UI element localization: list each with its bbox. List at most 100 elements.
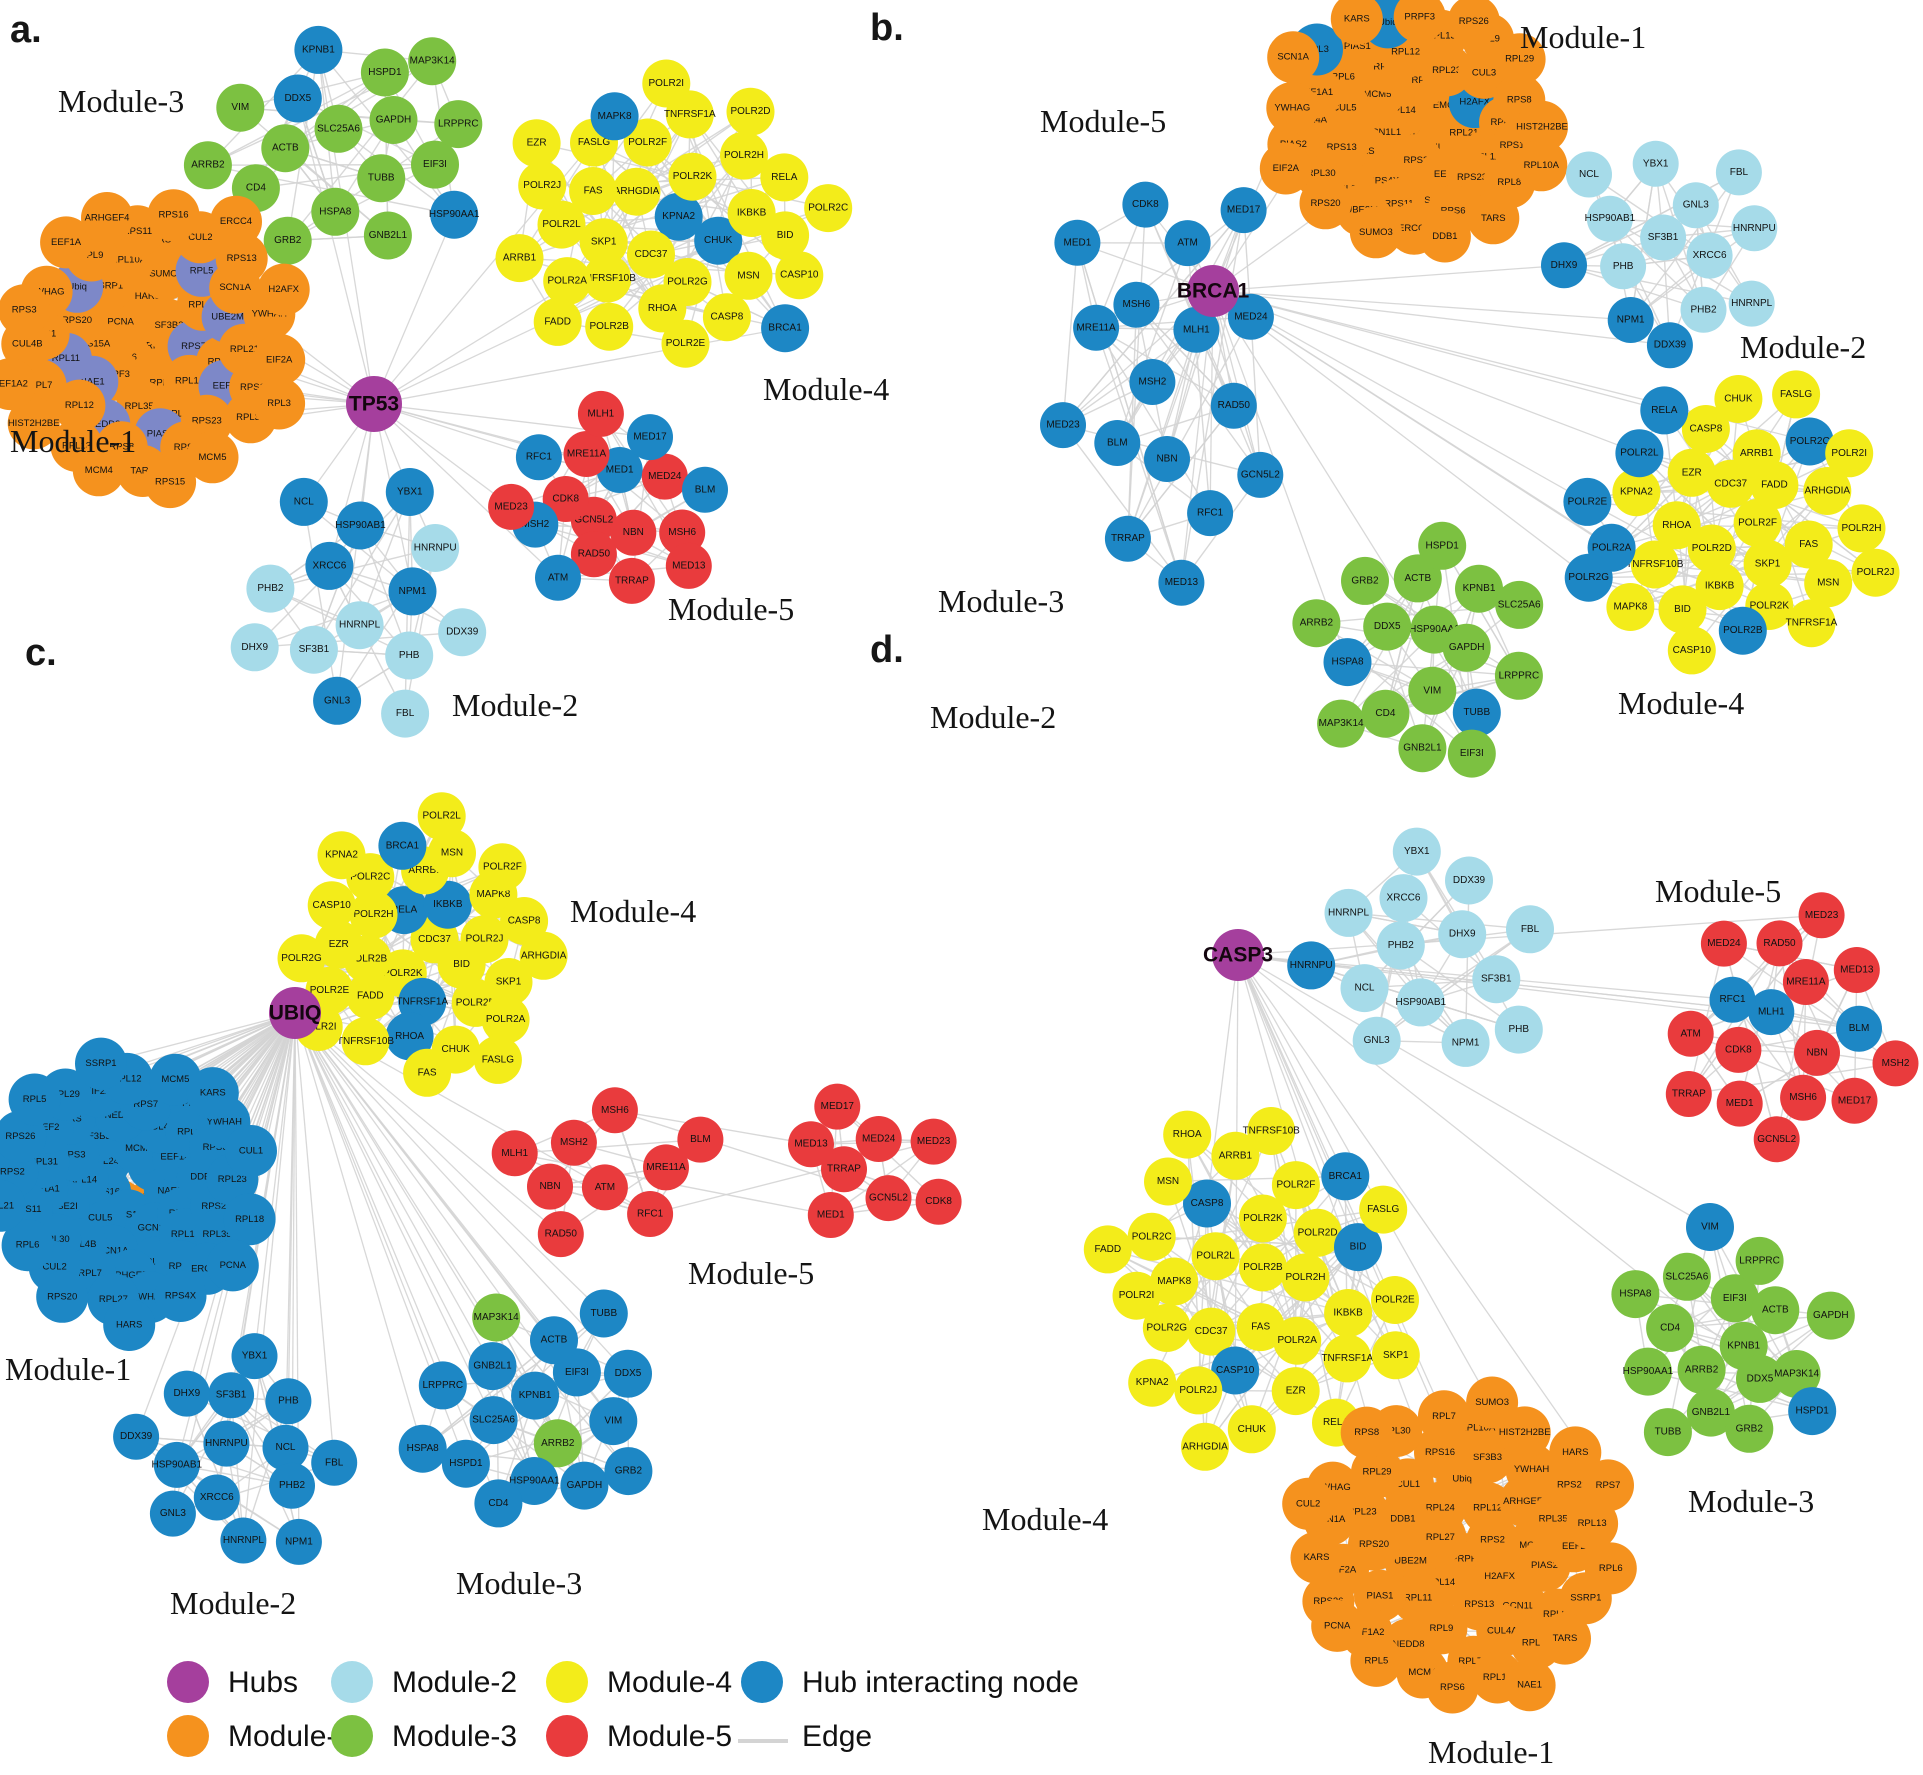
node-FAS[interactable]: FAS (403, 1048, 452, 1097)
node-SKP1[interactable]: SKP1 (1371, 1331, 1420, 1380)
node-HSP90AB1[interactable]: HSP90AB1 (152, 1441, 203, 1488)
node-PHB2[interactable]: PHB2 (1376, 921, 1425, 970)
node-CDK8[interactable]: CDK8 (915, 1178, 962, 1225)
node-BRCA1[interactable]: BRCA1 (1321, 1152, 1370, 1201)
node-ATM[interactable]: ATM (1667, 1010, 1714, 1057)
node-POLR2G[interactable]: POLR2G (1564, 553, 1613, 602)
node-TRRAP[interactable]: TRRAP (608, 557, 655, 604)
node-MRE11A[interactable]: MRE11A (1073, 304, 1120, 351)
node-TNFRSF1A[interactable]: TNFRSF1A (1321, 1334, 1373, 1383)
node-POLR2B[interactable]: POLR2B (1718, 606, 1767, 655)
node-HSP90AB1[interactable]: HSP90AB1 (335, 501, 386, 550)
node-NPM1[interactable]: NPM1 (1441, 1018, 1490, 1067)
node-RPL29[interactable]: RPL29 (1351, 1446, 1403, 1499)
node-CDC37[interactable]: CDC37 (627, 230, 675, 279)
node-MAP3K14[interactable]: MAP3K14 (1772, 1350, 1821, 1398)
node-EZR[interactable]: EZR (1667, 448, 1716, 497)
node-MED17[interactable]: MED17 (627, 414, 673, 461)
node-FASLG[interactable]: FASLG (1772, 370, 1821, 419)
node-MED24[interactable]: MED24 (1700, 920, 1747, 967)
node-POLR2H[interactable]: POLR2H (349, 890, 398, 939)
node-GNB2L1[interactable]: GNB2L1 (363, 211, 412, 260)
node-RELA[interactable]: RELA (1640, 386, 1689, 435)
node-POLR2B[interactable]: POLR2B (585, 302, 634, 351)
node-MRE11A[interactable]: MRE11A (1782, 959, 1829, 1005)
node-CASP8[interactable]: CASP8 (1681, 405, 1730, 453)
node-EIF2A[interactable]: EIF2A (1259, 142, 1312, 195)
node-HIST2H2BE[interactable]: HIST2H2BE (7, 397, 60, 450)
node-NPM1[interactable]: NPM1 (388, 567, 437, 616)
node-EZR[interactable]: EZR (512, 119, 561, 168)
node-FBL[interactable]: FBL (1715, 149, 1762, 196)
node-SKP1[interactable]: SKP1 (484, 958, 533, 1006)
node-POLR2H[interactable]: POLR2H (1837, 504, 1886, 553)
node-EEF1A[interactable]: EEF1A (40, 216, 93, 269)
node-RPS16[interactable]: RPS16 (147, 189, 200, 242)
node-RPL12[interactable]: RPL12 (53, 379, 106, 432)
node-BLM[interactable]: BLM (1094, 420, 1141, 466)
node-PHB2[interactable]: PHB2 (269, 1462, 315, 1509)
node-CASP10[interactable]: CASP10 (307, 881, 356, 930)
node-RAD50[interactable]: RAD50 (1756, 920, 1803, 967)
node-MED23[interactable]: MED23 (1040, 402, 1086, 449)
node-POLR2H[interactable]: POLR2H (720, 131, 768, 180)
node-IKBKB[interactable]: IKBKB (423, 880, 472, 929)
node-MAP3K14[interactable]: MAP3K14 (1317, 699, 1366, 748)
node-POLR2B[interactable]: POLR2B (1239, 1243, 1287, 1292)
hub-UBIQ[interactable]: UBIQ (269, 987, 322, 1039)
node-IKBKB[interactable]: IKBKB (1695, 562, 1744, 611)
node-RHOA[interactable]: RHOA (385, 1012, 434, 1061)
node-POLR2A[interactable]: POLR2A (543, 257, 592, 306)
node-MAP3K14[interactable]: MAP3K14 (472, 1293, 521, 1342)
node-RPL21[interactable]: RPL21 (0, 1179, 26, 1232)
node-FADD[interactable]: FADD (1083, 1225, 1132, 1274)
node-RPL5[interactable]: RPL5 (8, 1073, 61, 1126)
node-LRPPRC[interactable]: LRPPRC (434, 100, 483, 149)
node-MLH1[interactable]: MLH1 (1173, 306, 1220, 353)
node-YWHAG[interactable]: YWHAG (1266, 82, 1319, 134)
node-SLC25A6[interactable]: SLC25A6 (1662, 1252, 1711, 1301)
node-GNL3[interactable]: GNL3 (1352, 1016, 1401, 1065)
node-RPL18[interactable]: RPL18 (223, 1193, 276, 1246)
node-TARS[interactable]: TARS (1467, 192, 1520, 245)
node-MED13[interactable]: MED13 (788, 1121, 834, 1168)
node-ATM[interactable]: ATM (1164, 220, 1211, 267)
node-RPL29[interactable]: RPL29 (1493, 33, 1546, 86)
node-MED1[interactable]: MED1 (807, 1192, 854, 1238)
node-MSN[interactable]: MSN (1804, 559, 1853, 608)
node-GNB2L1[interactable]: GNB2L1 (1686, 1388, 1735, 1437)
node-RAD50[interactable]: RAD50 (537, 1211, 584, 1258)
node-POLR2L[interactable]: POLR2L (417, 792, 466, 841)
node-GAPDH[interactable]: GAPDH (369, 96, 418, 144)
node-SUMO3[interactable]: SUMO3 (1349, 206, 1402, 259)
node-NCL[interactable]: NCL (1340, 964, 1389, 1013)
node-HSP90AB1[interactable]: HSP90AB1 (1396, 978, 1447, 1027)
node-RPL3[interactable]: RPL3 (253, 377, 306, 430)
node-ACTB[interactable]: ACTB (261, 124, 310, 173)
node-BID[interactable]: BID (761, 211, 810, 260)
node-PCNA[interactable]: PCNA (206, 1239, 259, 1292)
node-HSP90AA1[interactable]: HSP90AA1 (1623, 1347, 1674, 1396)
node-MED13[interactable]: MED13 (1158, 559, 1205, 606)
node-RPS8[interactable]: RPS8 (1340, 1406, 1393, 1459)
node-EIF2A[interactable]: EIF2A (253, 333, 306, 386)
node-POLR2L[interactable]: POLR2L (1191, 1232, 1240, 1281)
node-NBN[interactable]: NBN (610, 509, 657, 556)
node-SF3B1[interactable]: SF3B1 (1472, 955, 1521, 1004)
node-LRPPRC[interactable]: LRPPRC (1494, 651, 1543, 700)
node-MED13[interactable]: MED13 (1833, 947, 1880, 993)
node-CDK8[interactable]: CDK8 (542, 476, 589, 522)
node-HARS[interactable]: HARS (1549, 1426, 1602, 1479)
node-MLH1[interactable]: MLH1 (491, 1130, 538, 1177)
node-BLM[interactable]: BLM (682, 466, 728, 513)
node-DDX5[interactable]: DDX5 (1363, 602, 1412, 651)
node-ARRB2[interactable]: ARRB2 (533, 1419, 582, 1468)
node-POLR2I[interactable]: POLR2I (1112, 1271, 1161, 1320)
node-KARS[interactable]: KARS (1330, 0, 1383, 45)
node-CASP10[interactable]: CASP10 (1211, 1346, 1260, 1395)
node-POLR2D[interactable]: POLR2D (1293, 1208, 1342, 1257)
node-TNFRSF10B[interactable]: TNFRSF10B (1626, 540, 1684, 589)
node-POLR2F[interactable]: POLR2F (1271, 1161, 1320, 1210)
node-NCL[interactable]: NCL (262, 1424, 309, 1471)
node-SF3B1[interactable]: SF3B1 (1640, 214, 1687, 261)
